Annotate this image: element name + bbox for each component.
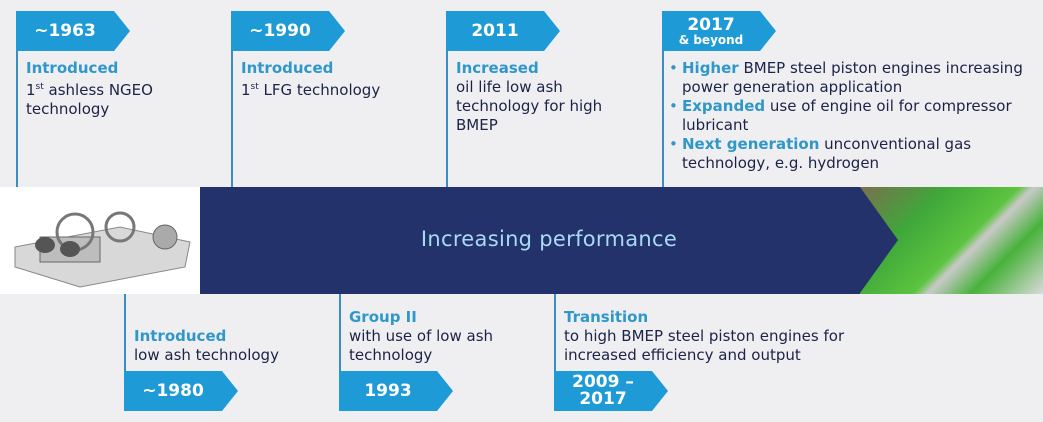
year-flag-2011: 2011 xyxy=(446,11,560,51)
year-flag-2017: 2017 & beyond xyxy=(662,11,776,51)
year-flag-2009-2017: 2009 – 2017 xyxy=(554,371,668,411)
timeline-line-1990 xyxy=(231,11,233,187)
event-text-1990: Introduced 1st LFG technology xyxy=(241,59,381,99)
bullet-item: Next generation unconventional gas techn… xyxy=(668,135,1038,173)
timeline-line-1980 xyxy=(124,294,126,410)
year-flag-1963: ~1963 xyxy=(16,11,130,51)
timeline-line-2011 xyxy=(446,11,448,187)
event-text-2011: Increased oil life low ash technology fo… xyxy=(456,59,603,134)
band-label: Increasing performance xyxy=(420,227,678,251)
bullet-item: Expanded use of engine oil for compresso… xyxy=(668,97,1038,135)
timeline-line-1993 xyxy=(339,294,341,410)
year-flag-1980: ~1980 xyxy=(124,371,238,411)
band-arrow-tip xyxy=(860,187,898,293)
event-text-1993: Group II with use of low ash technology xyxy=(349,308,494,364)
event-text-2009-2017: Transition to high BMEP steel piston eng… xyxy=(564,308,845,364)
event-text-1980: Introduced low ash technology xyxy=(134,327,279,364)
timeline-line-2009 xyxy=(554,294,556,410)
timeline-line-1963 xyxy=(16,11,18,187)
band-bar xyxy=(200,187,860,294)
performance-band: Increasing performance xyxy=(0,187,1043,294)
event-text-2017-beyond: Higher BMEP steel piston engines increas… xyxy=(668,59,1038,173)
year-flag-1990: ~1990 xyxy=(231,11,345,51)
event-text-1963: Introduced 1st ashless NGEO technology xyxy=(26,59,153,118)
timeline-line-2017 xyxy=(662,11,664,187)
year-flag-1993: 1993 xyxy=(339,371,453,411)
bullet-item: Higher BMEP steel piston engines increas… xyxy=(668,59,1038,97)
vintage-engine-image xyxy=(0,187,200,294)
